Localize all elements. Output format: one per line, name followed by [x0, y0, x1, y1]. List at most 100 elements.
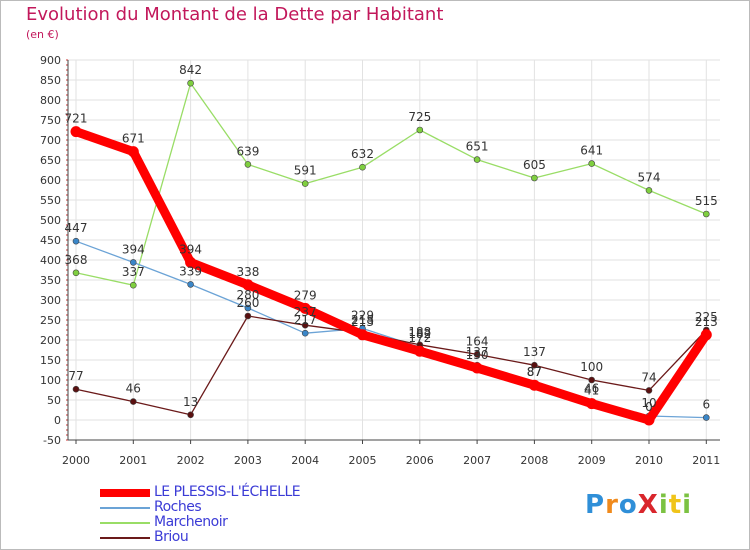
proxiti-logo: ProXiti [585, 490, 693, 520]
x-tick-label: 2009 [578, 454, 606, 467]
axis-minor-tick [66, 374, 68, 376]
x-tick-label: 2000 [62, 454, 90, 467]
data-label: 721 [65, 112, 88, 126]
x-tick-label: 2007 [463, 454, 491, 467]
axis-minor-tick [66, 289, 68, 291]
data-label-layer: 3683378426395916327256516056415745154473… [65, 63, 718, 414]
y-tick-label: 800 [40, 94, 61, 107]
data-label: 130 [466, 348, 489, 362]
data-label: 164 [466, 334, 489, 348]
data-label: 260 [236, 296, 259, 310]
axis-minor-tick [66, 179, 68, 181]
axis-minor-tick [66, 159, 68, 161]
axis-minor-tick [66, 334, 68, 336]
series-line-2 [75, 82, 707, 286]
data-point [130, 259, 137, 266]
axis-minor-tick [66, 244, 68, 246]
axis-minor-tick [66, 74, 68, 76]
data-label: 217 [294, 313, 317, 327]
y-tick-label: -50 [43, 434, 61, 447]
axis-minor-tick [66, 224, 68, 226]
axis-minor-tick [66, 384, 68, 386]
series-line-1 [75, 240, 707, 419]
data-label: 137 [523, 345, 546, 359]
axis-minor-tick [66, 204, 68, 206]
data-point [531, 174, 538, 182]
data-label: 394 [179, 242, 202, 256]
axis-layer: -500501001502002503003504004505005506006… [40, 54, 720, 467]
axis-minor-tick [66, 419, 68, 421]
axis-minor-tick [66, 219, 68, 221]
axis-minor-tick [66, 174, 68, 176]
data-label: 6 [702, 398, 710, 412]
x-tick-label: 2002 [177, 454, 205, 467]
data-point [72, 269, 80, 277]
axis-minor-tick [66, 389, 68, 391]
y-tick-label: 500 [40, 214, 61, 227]
axis-minor-tick [66, 329, 68, 331]
data-label: 641 [580, 144, 603, 158]
axis-minor-tick [66, 314, 68, 316]
axis-minor-tick [66, 399, 68, 401]
data-label: 74 [641, 370, 656, 384]
data-point [588, 376, 596, 384]
series-layer [70, 79, 712, 426]
data-label: 515 [695, 194, 718, 208]
axis-minor-tick [66, 414, 68, 416]
axis-minor-tick [66, 379, 68, 381]
data-label: 41 [584, 384, 599, 398]
axis-minor-tick [66, 309, 68, 311]
data-point [473, 156, 481, 163]
x-tick-label: 2011 [692, 454, 720, 467]
data-label: 339 [179, 264, 202, 278]
data-point [187, 281, 194, 288]
data-label: 218 [351, 313, 374, 327]
y-tick-label: 0 [54, 414, 61, 427]
axis-minor-tick [66, 409, 68, 411]
data-point [702, 210, 710, 218]
y-tick-label: 400 [40, 254, 61, 267]
axis-minor-tick [66, 84, 68, 86]
data-label: 213 [695, 315, 718, 329]
axis-minor-tick [66, 194, 68, 196]
data-label: 338 [236, 265, 259, 279]
axis-minor-tick [66, 104, 68, 106]
axis-minor-tick [66, 114, 68, 116]
data-point [473, 351, 481, 358]
data-label: 842 [179, 63, 202, 77]
axis-minor-tick [66, 129, 68, 131]
data-point [586, 398, 598, 410]
data-label: 182 [408, 327, 431, 341]
axis-minor-tick [66, 184, 68, 186]
legend-swatch [100, 507, 150, 509]
axis-minor-tick [66, 99, 68, 101]
axis-minor-tick [66, 259, 68, 261]
y-tick-label: 50 [47, 394, 61, 407]
axis-minor-tick [66, 354, 68, 356]
data-point [414, 345, 426, 357]
axis-minor-tick [66, 284, 68, 286]
data-point [359, 163, 366, 171]
data-point [244, 304, 252, 312]
axis-minor-tick [66, 359, 68, 361]
data-point [702, 414, 710, 421]
axis-minor-tick [66, 294, 68, 296]
data-point [301, 329, 309, 337]
data-label: 237 [294, 305, 317, 319]
data-point [528, 379, 540, 391]
axis-minor-tick [66, 304, 68, 306]
data-label: 10 [641, 396, 656, 410]
axis-minor-tick [66, 264, 68, 266]
data-label: 279 [294, 288, 317, 302]
data-label: 46 [584, 382, 599, 396]
data-label: 394 [122, 242, 145, 256]
data-point [588, 160, 596, 167]
y-tick-label: 100 [40, 374, 61, 387]
axis-minor-tick [66, 344, 68, 346]
axis-minor-tick [66, 369, 68, 371]
axis-minor-tick [66, 424, 68, 426]
data-point [643, 414, 655, 426]
data-label: 172 [408, 331, 431, 345]
axis-minor-tick [66, 209, 68, 211]
axis-minor-tick [66, 64, 68, 66]
